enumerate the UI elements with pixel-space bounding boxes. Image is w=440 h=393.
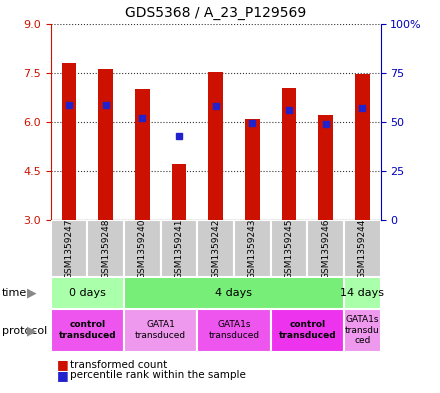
Text: GSM1359244: GSM1359244 <box>358 219 367 279</box>
Bar <box>87 220 124 277</box>
Bar <box>197 220 234 277</box>
Bar <box>124 220 161 277</box>
Bar <box>51 220 87 277</box>
Text: GSM1359241: GSM1359241 <box>174 219 183 279</box>
Bar <box>51 277 124 309</box>
Bar <box>124 309 197 352</box>
Text: transformed count: transformed count <box>70 360 168 370</box>
Bar <box>282 88 296 220</box>
Bar <box>161 220 197 277</box>
Bar <box>307 220 344 277</box>
Bar <box>51 309 124 352</box>
Bar <box>234 220 271 277</box>
Text: ▶: ▶ <box>27 286 37 300</box>
Bar <box>271 220 307 277</box>
Text: percentile rank within the sample: percentile rank within the sample <box>70 370 246 380</box>
Text: 14 days: 14 days <box>340 288 384 298</box>
Text: GATA1
transduced: GATA1 transduced <box>135 320 186 340</box>
Text: GSM1359246: GSM1359246 <box>321 219 330 279</box>
Text: 0 days: 0 days <box>69 288 106 298</box>
Bar <box>98 69 113 220</box>
Text: GSM1359242: GSM1359242 <box>211 219 220 279</box>
Text: GSM1359240: GSM1359240 <box>138 219 147 279</box>
Bar <box>355 74 370 220</box>
Text: ■: ■ <box>57 358 69 371</box>
Bar <box>62 63 76 220</box>
Bar <box>245 119 260 220</box>
Text: GATA1s
transdu
ced: GATA1s transdu ced <box>345 315 380 345</box>
Bar <box>344 309 381 352</box>
Bar <box>197 309 271 352</box>
Text: ■: ■ <box>57 369 69 382</box>
Bar <box>172 164 186 220</box>
Text: GSM1359243: GSM1359243 <box>248 219 257 279</box>
Text: protocol: protocol <box>2 326 48 336</box>
Text: GSM1359248: GSM1359248 <box>101 219 110 279</box>
Bar <box>318 115 333 220</box>
Bar <box>344 277 381 309</box>
Text: GSM1359245: GSM1359245 <box>284 219 293 279</box>
Text: ▶: ▶ <box>27 324 37 338</box>
Title: GDS5368 / A_23_P129569: GDS5368 / A_23_P129569 <box>125 6 306 20</box>
Text: 4 days: 4 days <box>216 288 253 298</box>
Text: control
transduced: control transduced <box>59 320 116 340</box>
Text: time: time <box>2 288 27 298</box>
Bar <box>344 220 381 277</box>
Text: GSM1359247: GSM1359247 <box>64 219 73 279</box>
Bar <box>271 309 344 352</box>
Bar <box>135 89 150 220</box>
Text: control
transduced: control transduced <box>279 320 336 340</box>
Bar <box>208 72 223 220</box>
Bar <box>124 277 344 309</box>
Text: GATA1s
transduced: GATA1s transduced <box>209 320 260 340</box>
